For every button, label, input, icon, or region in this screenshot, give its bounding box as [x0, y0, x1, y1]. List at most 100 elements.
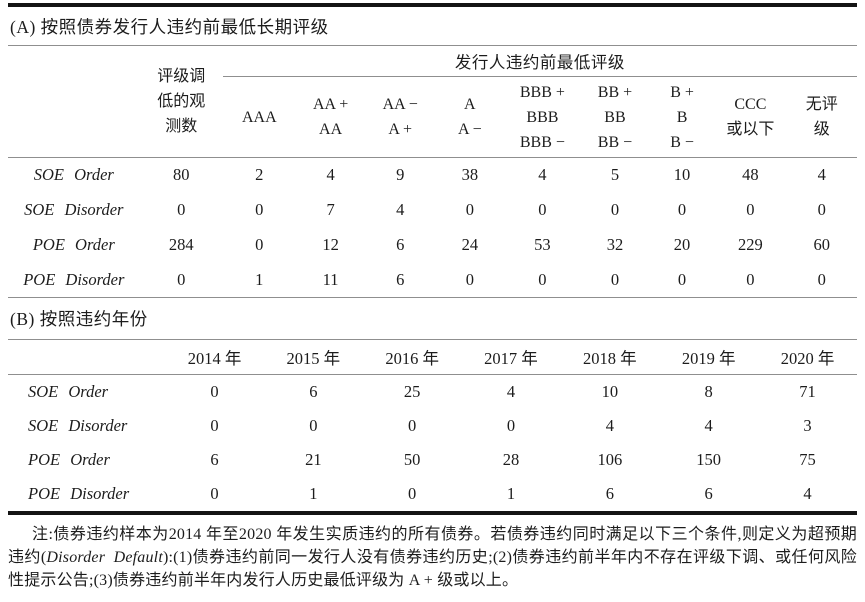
- data-cell: 0: [255, 235, 264, 254]
- rating-header-ccc: CCC 或以下: [714, 76, 787, 158]
- table-row: POE Order 6 21 50 28 106 150 75: [8, 443, 857, 477]
- bottom-rule: [8, 510, 857, 515]
- table-row: POE Order 284 0 12 6 24 53 32 20 229 60: [8, 228, 857, 263]
- year-header: 2018 年: [560, 339, 660, 375]
- row-label: SOE Order: [28, 381, 109, 401]
- obs-header-line: 测数: [165, 118, 198, 135]
- table-row: SOE Order 0 6 25 4 10 8 71: [8, 375, 857, 409]
- rating-header-line: B +: [670, 83, 694, 101]
- data-cell: 25: [403, 381, 421, 401]
- corner-blank-cell: [8, 45, 140, 158]
- rating-header-aa-plus: AA + AA: [295, 76, 366, 158]
- row-label: POE Order: [28, 449, 110, 469]
- data-cell: 48: [742, 165, 759, 185]
- year-header: 2014 年: [165, 339, 264, 375]
- year-header: 2020 年: [758, 339, 857, 375]
- rating-header-line: A +: [388, 121, 413, 138]
- data-cell: 0: [255, 200, 264, 219]
- rating-header-bb: BB + BB BB −: [580, 76, 650, 158]
- table-note: 注:债券违约样本为2014 年至2020 年发生实质违约的所有债券。若债券违约同…: [8, 523, 857, 592]
- row-label: SOE Order: [33, 165, 114, 185]
- rating-header-line: CCC: [734, 96, 767, 113]
- note-text-part1: 注:债券违约样本为2014 年至2020 年发生实质违约的所有债券。若债券违约同…: [8, 525, 857, 566]
- data-cell: 0: [210, 415, 219, 435]
- data-cell: 12: [322, 235, 339, 254]
- data-cell: 7: [326, 200, 335, 219]
- data-cell: 28: [502, 449, 520, 469]
- data-cell: 6: [210, 449, 219, 469]
- data-cell: 60: [813, 235, 830, 254]
- data-cell: 4: [538, 165, 547, 185]
- year-header: 2015 年: [263, 339, 363, 375]
- row-label: SOE Disorder: [28, 415, 128, 435]
- data-cell: 20: [673, 235, 691, 254]
- data-cell: 0: [746, 269, 755, 289]
- data-cell: 5: [610, 165, 620, 185]
- data-cell: 80: [172, 165, 190, 185]
- year-header: 2016 年: [362, 339, 462, 375]
- rating-header-line: AA −: [382, 96, 418, 113]
- data-cell: 0: [538, 200, 547, 219]
- data-cell: 10: [601, 381, 619, 401]
- data-cell: 9: [396, 165, 405, 185]
- data-cell: 10: [673, 165, 691, 185]
- rating-header-line: A −: [457, 121, 482, 138]
- data-cell: 24: [461, 235, 479, 254]
- rating-header-line: 无评: [805, 96, 838, 113]
- rating-header-line: 级: [813, 121, 830, 138]
- data-cell: 0: [610, 269, 620, 289]
- data-cell: 0: [177, 200, 186, 219]
- data-cell: 4: [704, 415, 713, 435]
- year-header: 2019 年: [659, 339, 759, 375]
- rating-header-line: AA: [319, 121, 343, 138]
- row-label: SOE Disorder: [24, 200, 124, 219]
- panel-b-title: (B) 按照违约年份: [10, 309, 148, 329]
- obs-header-line: 评级调: [157, 68, 206, 85]
- data-cell: 0: [506, 415, 516, 435]
- table-row: SOE Disorder 0 0 0 0 4 4 3: [8, 409, 857, 443]
- data-cell: 3: [803, 415, 812, 435]
- data-cell: 1: [309, 483, 318, 503]
- rating-header-a: A A −: [435, 76, 505, 158]
- rating-header-line: AAA: [241, 108, 277, 126]
- data-cell: 0: [465, 269, 474, 289]
- data-cell: 0: [538, 269, 547, 289]
- rating-header-line: BBB +: [519, 83, 565, 101]
- data-cell: 0: [817, 269, 826, 289]
- rating-header-line: BBB: [526, 108, 559, 126]
- data-cell: 32: [606, 235, 624, 254]
- data-cell: 21: [305, 449, 322, 469]
- rating-header-unrated: 无评 级: [786, 76, 857, 158]
- data-cell: 0: [408, 483, 417, 503]
- obs-header-line: 低的观: [157, 93, 206, 110]
- panel-a-title: (A) 按照债券发行人违约前最低长期评级: [10, 16, 329, 37]
- rating-header-line: A: [464, 96, 476, 113]
- data-cell: 53: [534, 235, 551, 254]
- data-cell: 6: [704, 483, 713, 503]
- data-cell: 6: [309, 381, 318, 401]
- rating-header-line: AA +: [312, 96, 349, 113]
- panel-b-table: 2014 年 2015 年 2016 年 2017 年 2018 年 2019 …: [8, 339, 857, 511]
- data-cell: 150: [696, 449, 722, 469]
- data-cell: 0: [746, 200, 755, 219]
- table-row: SOE Order 80 2 4 9 38 4 5 10 48 4: [8, 158, 857, 193]
- data-cell: 4: [605, 415, 614, 435]
- rating-header-line: BB −: [597, 133, 633, 151]
- data-cell: 71: [799, 381, 816, 401]
- data-cell: 0: [408, 415, 417, 435]
- panel-a-table: 评级调 低的观 测数 发行人违约前最低评级 AAA AA + AA AA − A…: [8, 45, 857, 298]
- data-cell: 50: [403, 449, 421, 469]
- data-cell: 0: [465, 200, 474, 219]
- top-rule: [8, 3, 857, 7]
- data-cell: 284: [168, 235, 194, 254]
- data-cell: 4: [396, 200, 405, 219]
- data-cell: 4: [326, 165, 335, 185]
- row-label: POE Disorder: [23, 269, 125, 289]
- rating-header-line: 或以下: [726, 121, 775, 138]
- note-italic-term: Disorder Default: [46, 548, 163, 566]
- rating-header-line: B: [676, 108, 688, 126]
- note-text-part2: ):(1)债券违约前同一发行人没有债券违约历史;(2)债券违约前半年内不存在评级…: [8, 548, 857, 589]
- data-cell: 6: [605, 483, 614, 503]
- rating-header-bbb: BBB + BBB BBB −: [504, 76, 581, 158]
